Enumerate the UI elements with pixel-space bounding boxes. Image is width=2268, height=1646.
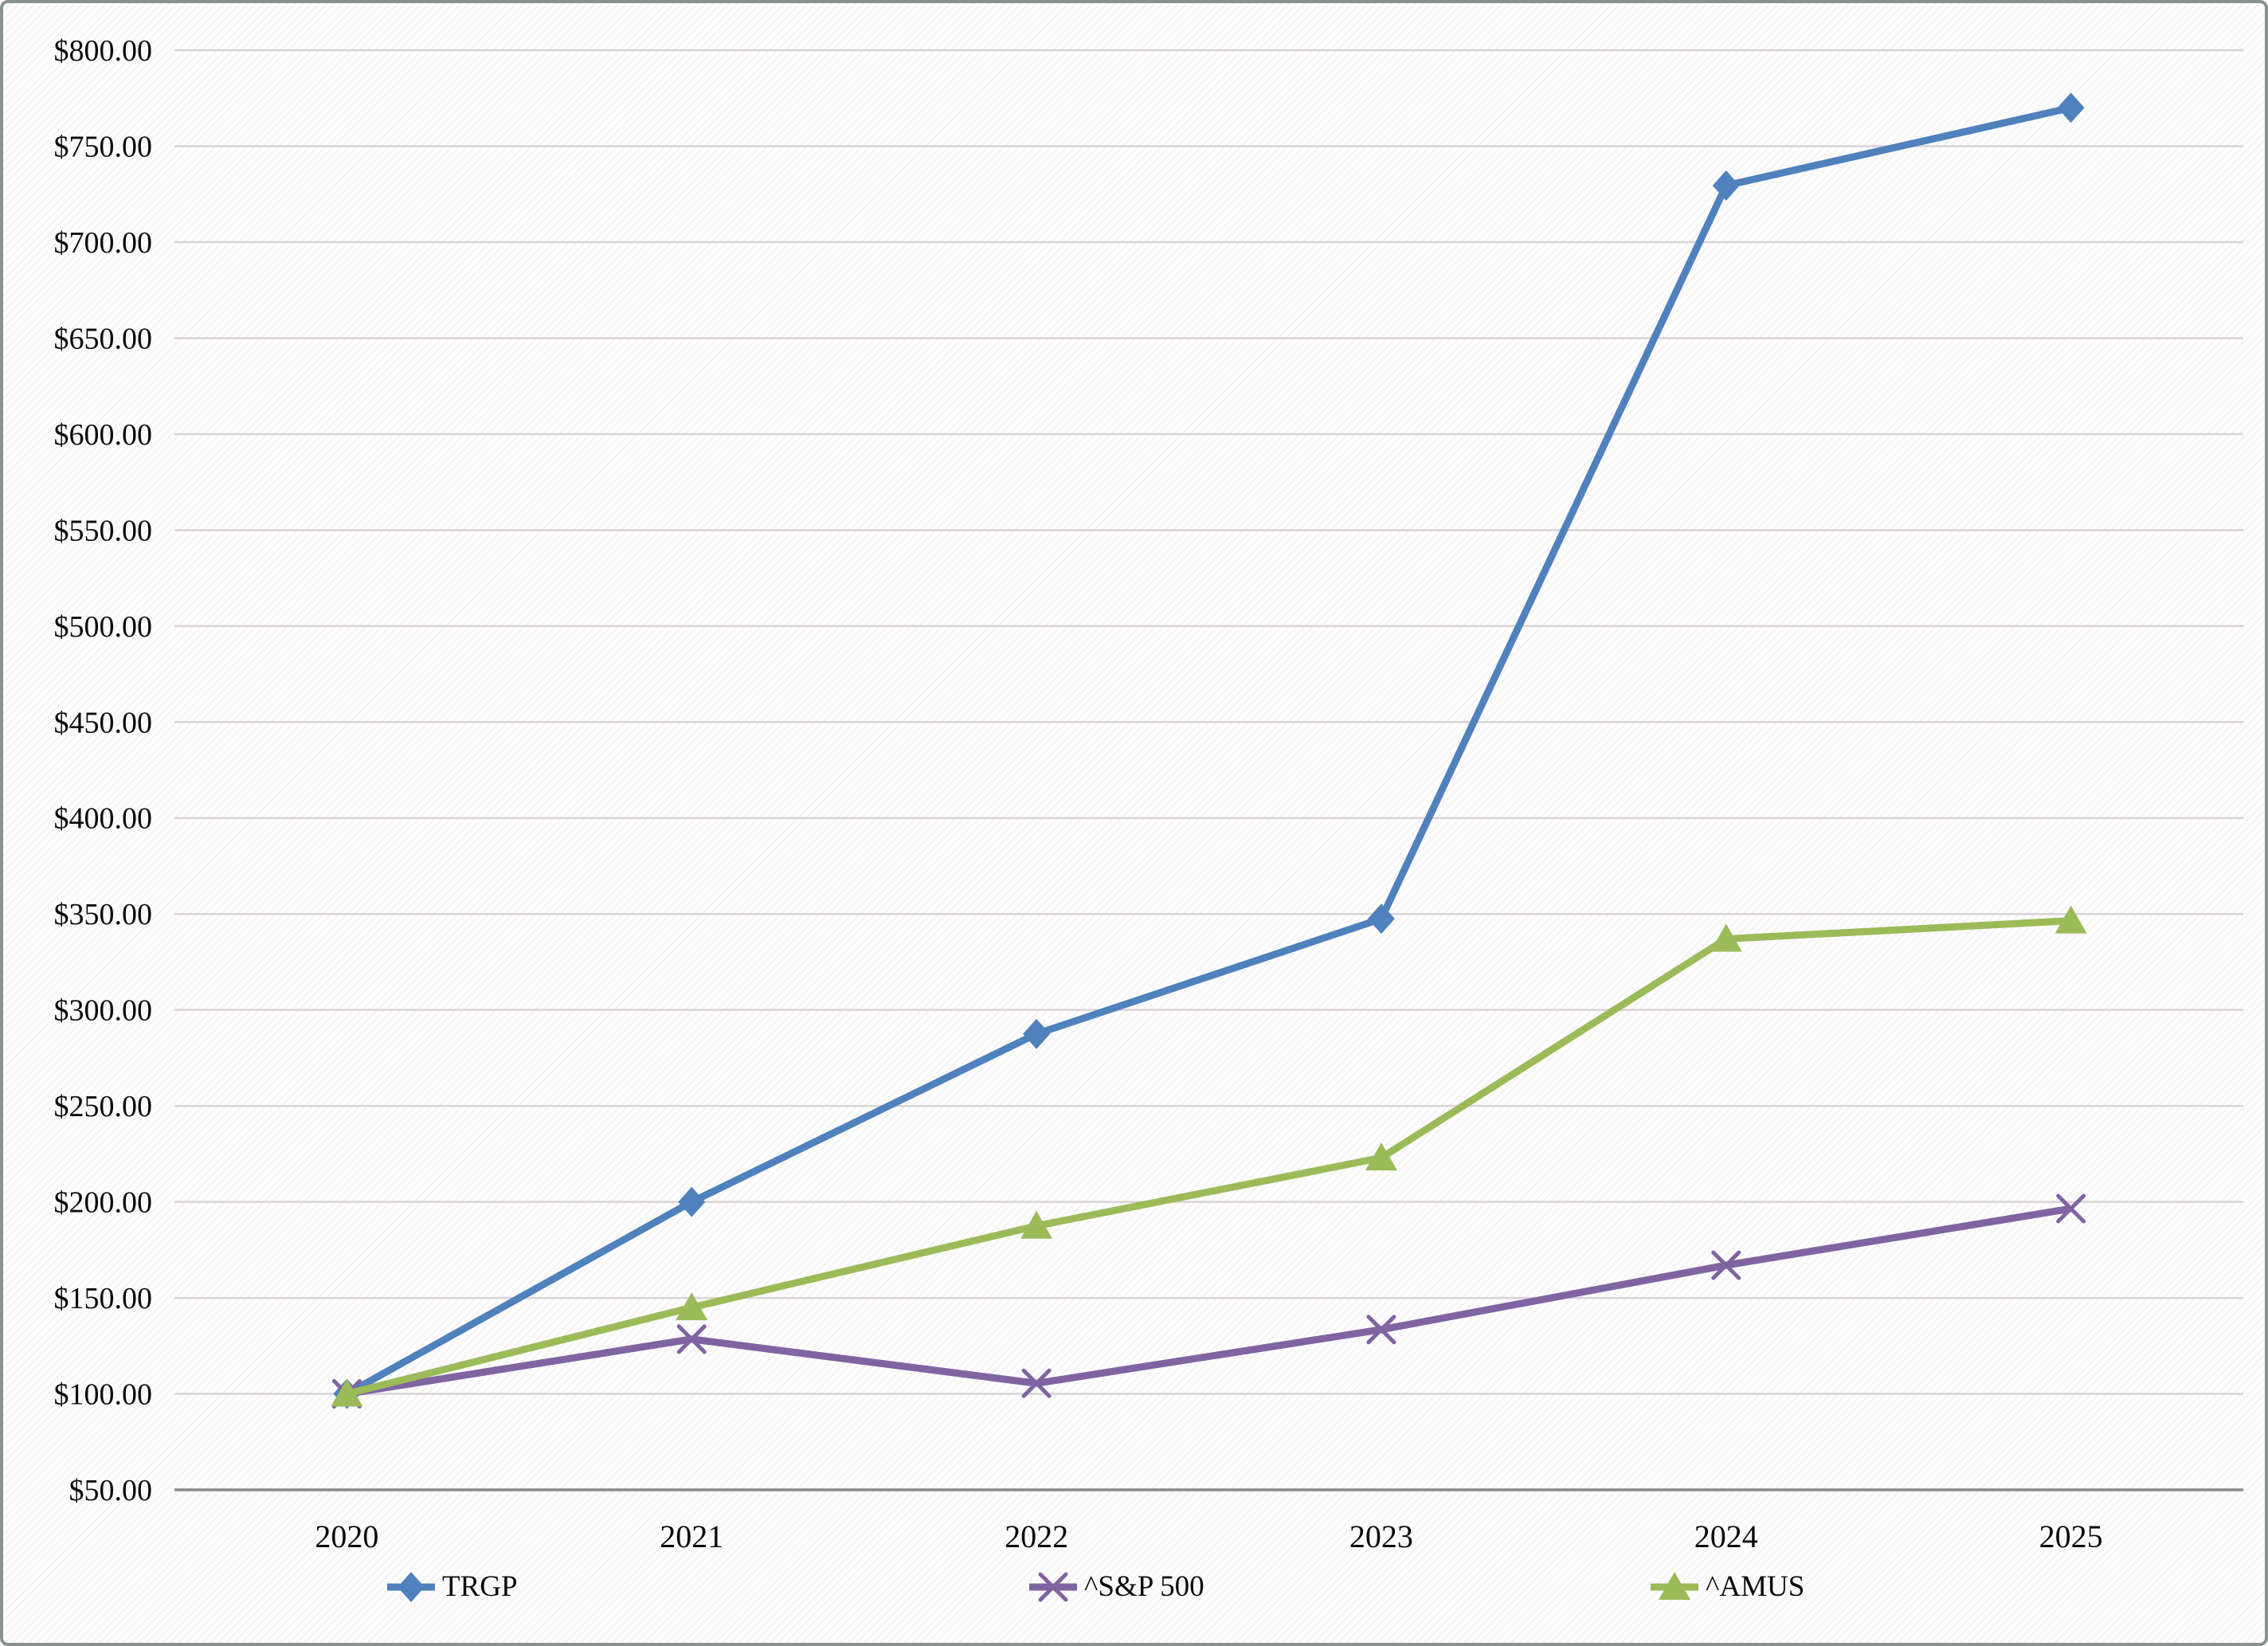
x-axis-tick-label: 2021 bbox=[660, 1519, 723, 1554]
legend-label: ^S&P 500 bbox=[1084, 1570, 1205, 1603]
legend-label: TRGP bbox=[442, 1570, 518, 1603]
triangle-marker-icon bbox=[1365, 1142, 1397, 1171]
diamond-marker-icon bbox=[2057, 92, 2085, 123]
y-axis-tick-label: $300.00 bbox=[54, 994, 153, 1028]
triangle-marker-icon bbox=[676, 1292, 708, 1321]
x-marker-icon bbox=[2056, 1193, 2086, 1224]
y-axis-tick-label: $800.00 bbox=[54, 34, 153, 68]
y-axis-tick-label: $200.00 bbox=[54, 1186, 153, 1220]
diamond-marker-icon bbox=[398, 1572, 425, 1602]
diamond-marker-icon bbox=[1367, 903, 1395, 935]
diamond-marker-icon bbox=[1712, 170, 1740, 201]
x-axis-tick-label: 2024 bbox=[1694, 1519, 1758, 1554]
legend-label: ^AMUS bbox=[1706, 1570, 1805, 1603]
x-axis-tick-label: 2023 bbox=[1349, 1519, 1413, 1554]
legend-item-TRGP: TRGP bbox=[387, 1570, 518, 1605]
x-axis-labels-group: 2020 2021 2022 2023 2024 2025 bbox=[315, 1519, 2102, 1554]
x-marker-icon bbox=[1038, 1572, 1068, 1602]
diamond-marker-icon bbox=[1023, 1018, 1051, 1049]
x-axis-tick-label: 2022 bbox=[1005, 1519, 1068, 1554]
triangle-marker-icon bbox=[1710, 923, 1742, 952]
legend-item-^S&P 500: ^S&P 500 bbox=[1029, 1570, 1205, 1605]
y-axis-tick-label: $700.00 bbox=[54, 226, 153, 260]
x-marker-icon bbox=[676, 1324, 707, 1354]
y-axis-tick-label: $100.00 bbox=[54, 1378, 153, 1412]
y-axis-tick-label: $50.00 bbox=[69, 1474, 153, 1507]
x-marker-icon bbox=[1366, 1315, 1396, 1345]
y-axis-tick-label: $450.00 bbox=[54, 706, 153, 739]
legend-item-^AMUS: ^AMUS bbox=[1651, 1570, 1804, 1605]
y-axis-tick-label: $600.00 bbox=[54, 418, 153, 452]
diamond-legend-key-icon bbox=[387, 1572, 435, 1602]
x-legend-key-icon bbox=[1029, 1572, 1077, 1602]
series-line-^AMUS bbox=[346, 917, 2071, 1397]
series-line-TRGP bbox=[345, 104, 2072, 1397]
triangle-marker-icon bbox=[331, 1378, 363, 1407]
y-axis-tick-label: $500.00 bbox=[54, 610, 153, 644]
y-axis-tick-label: $750.00 bbox=[54, 130, 153, 163]
y-axis-tick-label: $550.00 bbox=[54, 514, 153, 547]
x-axis-tick-label: 2020 bbox=[315, 1519, 378, 1554]
triangle-marker-icon bbox=[1659, 1572, 1690, 1600]
x-marker-icon bbox=[1021, 1368, 1052, 1398]
triangle-marker-icon bbox=[1020, 1210, 1053, 1239]
y-axis-tick-label: $250.00 bbox=[54, 1090, 153, 1123]
x-axis-tick-label: 2025 bbox=[2039, 1519, 2103, 1554]
y-axis-tick-label: $150.00 bbox=[54, 1282, 153, 1315]
y-axis-labels-group: $50.00 $100.00 $150.00 $200.00 $250.00 $300.0… bbox=[54, 34, 153, 1507]
diamond-marker-icon bbox=[678, 1186, 706, 1217]
line-chart: $50.00 $100.00 $150.00 $200.00 $250.00 $300.0… bbox=[54, 34, 2243, 1554]
series-group bbox=[331, 92, 2087, 1409]
gridlines-group bbox=[174, 49, 2243, 1491]
x-marker-icon bbox=[1711, 1250, 1741, 1280]
series-line-^S&P 500 bbox=[346, 1205, 2072, 1397]
triangle-marker-icon bbox=[2055, 905, 2087, 934]
y-axis-tick-label: $350.00 bbox=[54, 898, 153, 931]
y-axis-tick-label: $650.00 bbox=[54, 322, 153, 355]
triangle-legend-key-icon bbox=[1651, 1572, 1698, 1600]
y-axis-tick-label: $400.00 bbox=[54, 802, 153, 836]
